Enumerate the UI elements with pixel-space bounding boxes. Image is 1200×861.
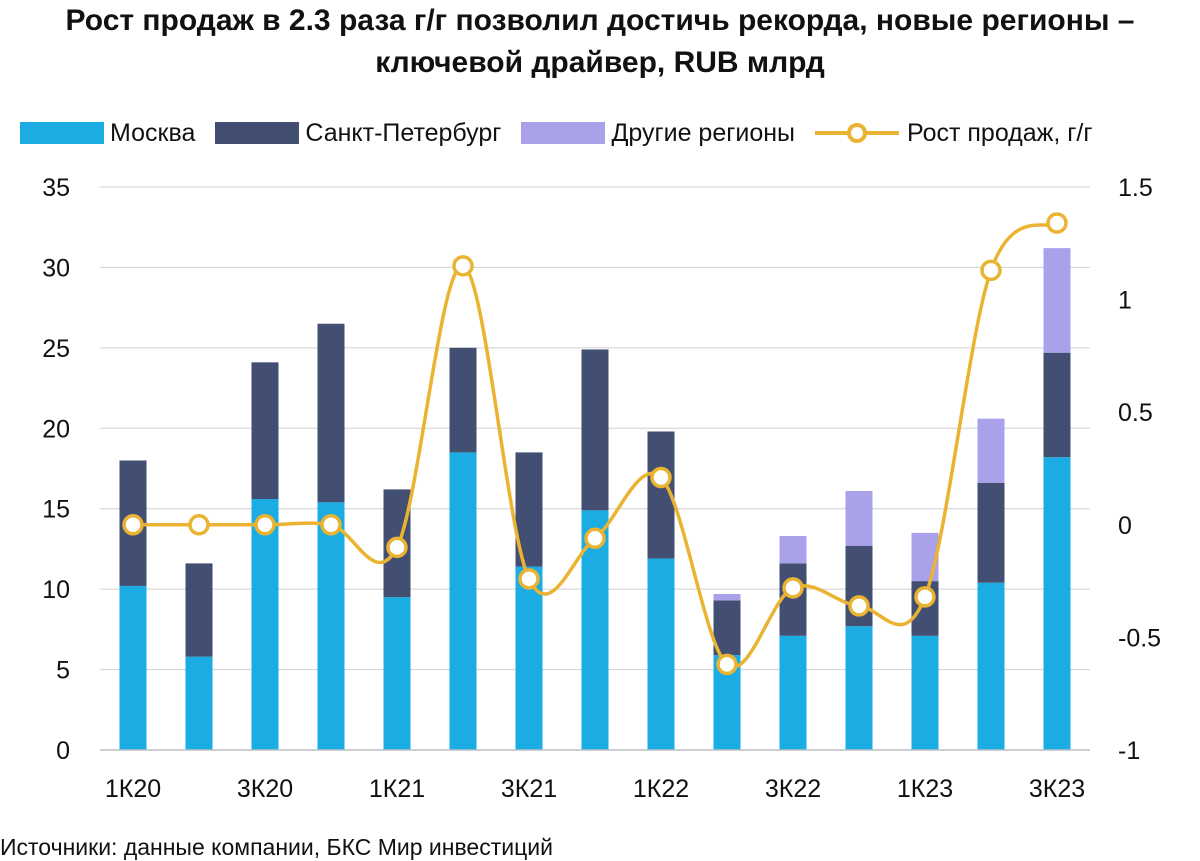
x-tick-label: 1К20 — [105, 775, 161, 803]
bar-spb — [779, 563, 807, 636]
growth-point — [452, 255, 474, 277]
legend-line-growth — [815, 123, 899, 143]
bar-moscow — [845, 626, 873, 750]
growth-point — [914, 586, 936, 608]
bar-other — [977, 418, 1005, 483]
x-tick-label: 1К21 — [369, 775, 425, 803]
growth-point — [518, 568, 540, 590]
x-tick-label: 1К23 — [897, 775, 953, 803]
source-note: Источники: данные компании, БКС Мир инве… — [0, 834, 553, 860]
bar-spb — [581, 349, 609, 511]
bar-other — [845, 491, 873, 546]
y-left-tick-label: 30 — [42, 254, 70, 282]
chart-title-line2: ключевой драйвер, RUB млрд — [375, 46, 825, 79]
legend-swatch-other — [521, 122, 606, 144]
bar-moscow — [119, 585, 147, 750]
y-right-tick-label: -1 — [1118, 737, 1140, 765]
bar-other — [713, 593, 741, 601]
chart-title: Рост продаж в 2.3 раза г/г позволил дост… — [0, 0, 1200, 84]
x-tick-label: 3К22 — [765, 775, 821, 803]
growth-point — [122, 514, 144, 536]
bar-moscow — [251, 499, 279, 750]
legend-item-other: Другие регионы — [521, 119, 795, 148]
growth-point — [980, 259, 1002, 282]
bar-moscow — [977, 582, 1005, 750]
bar-moscow — [1043, 457, 1071, 750]
y-left-tick-label: 5 — [56, 657, 70, 685]
growth-point — [188, 514, 210, 536]
growth-point — [716, 653, 738, 676]
legend-label-spb: Санкт-Петербург — [305, 118, 502, 147]
bar-spb — [449, 347, 477, 453]
legend-item-spb: Санкт-Петербург — [215, 119, 501, 148]
bar-moscow — [185, 656, 213, 750]
bar-other — [1043, 248, 1071, 353]
chart-legend: Москва Санкт-Петербург Другие регионы Ро… — [20, 116, 1112, 150]
y-right-tick-label: 1 — [1118, 287, 1132, 315]
y-left-tick-label: 15 — [42, 496, 70, 524]
y-right-tick-label: 0 — [1118, 512, 1132, 540]
y-left-tick-label: 20 — [42, 415, 70, 443]
bar-spb — [977, 482, 1005, 583]
growth-point — [848, 595, 870, 617]
bar-spb — [317, 323, 345, 503]
bar-moscow — [317, 502, 345, 750]
legend-label-growth: Рост продаж, г/г — [907, 118, 1093, 147]
legend-label-other: Другие регионы — [611, 118, 795, 147]
bar-moscow — [647, 558, 675, 750]
growth-point — [254, 514, 276, 536]
bar-moscow — [515, 566, 543, 750]
y-left-tick-label: 0 — [56, 737, 70, 765]
bar-spb — [251, 362, 279, 500]
y-left-tick-label: 35 — [42, 174, 70, 202]
bar-moscow — [383, 597, 411, 750]
legend-item-growth: Рост продаж, г/г — [815, 119, 1092, 148]
legend-swatch-moscow — [20, 122, 104, 144]
bar-spb — [185, 563, 213, 657]
legend-item-moscow: Москва — [20, 119, 195, 148]
y-right-tick-label: -0.5 — [1118, 624, 1161, 652]
growth-point — [650, 466, 672, 489]
chart-title-line1: Рост продаж в 2.3 раза г/г позволил дост… — [65, 4, 1135, 37]
growth-point — [584, 527, 606, 550]
y-left-tick-label: 10 — [42, 576, 70, 604]
bar-moscow — [911, 635, 939, 750]
x-tick-label: 3К23 — [1029, 775, 1085, 803]
bar-moscow — [449, 452, 477, 750]
bar-other — [779, 536, 807, 564]
growth-point — [1046, 212, 1068, 234]
x-tick-label: 3К21 — [501, 775, 557, 803]
y-left-tick-label: 25 — [42, 335, 70, 363]
legend-swatch-spb — [215, 122, 300, 144]
growth-point — [782, 577, 804, 599]
growth-point — [386, 536, 408, 559]
y-right-tick-label: 0.5 — [1118, 399, 1153, 427]
growth-point — [320, 514, 342, 536]
bar-moscow — [779, 635, 807, 750]
x-tick-label: 1К22 — [633, 775, 689, 803]
y-right-tick-label: 1.5 — [1118, 174, 1153, 202]
legend-label-moscow: Москва — [110, 118, 196, 147]
x-tick-label: 3К20 — [237, 775, 293, 803]
bar-spb — [1043, 352, 1071, 458]
